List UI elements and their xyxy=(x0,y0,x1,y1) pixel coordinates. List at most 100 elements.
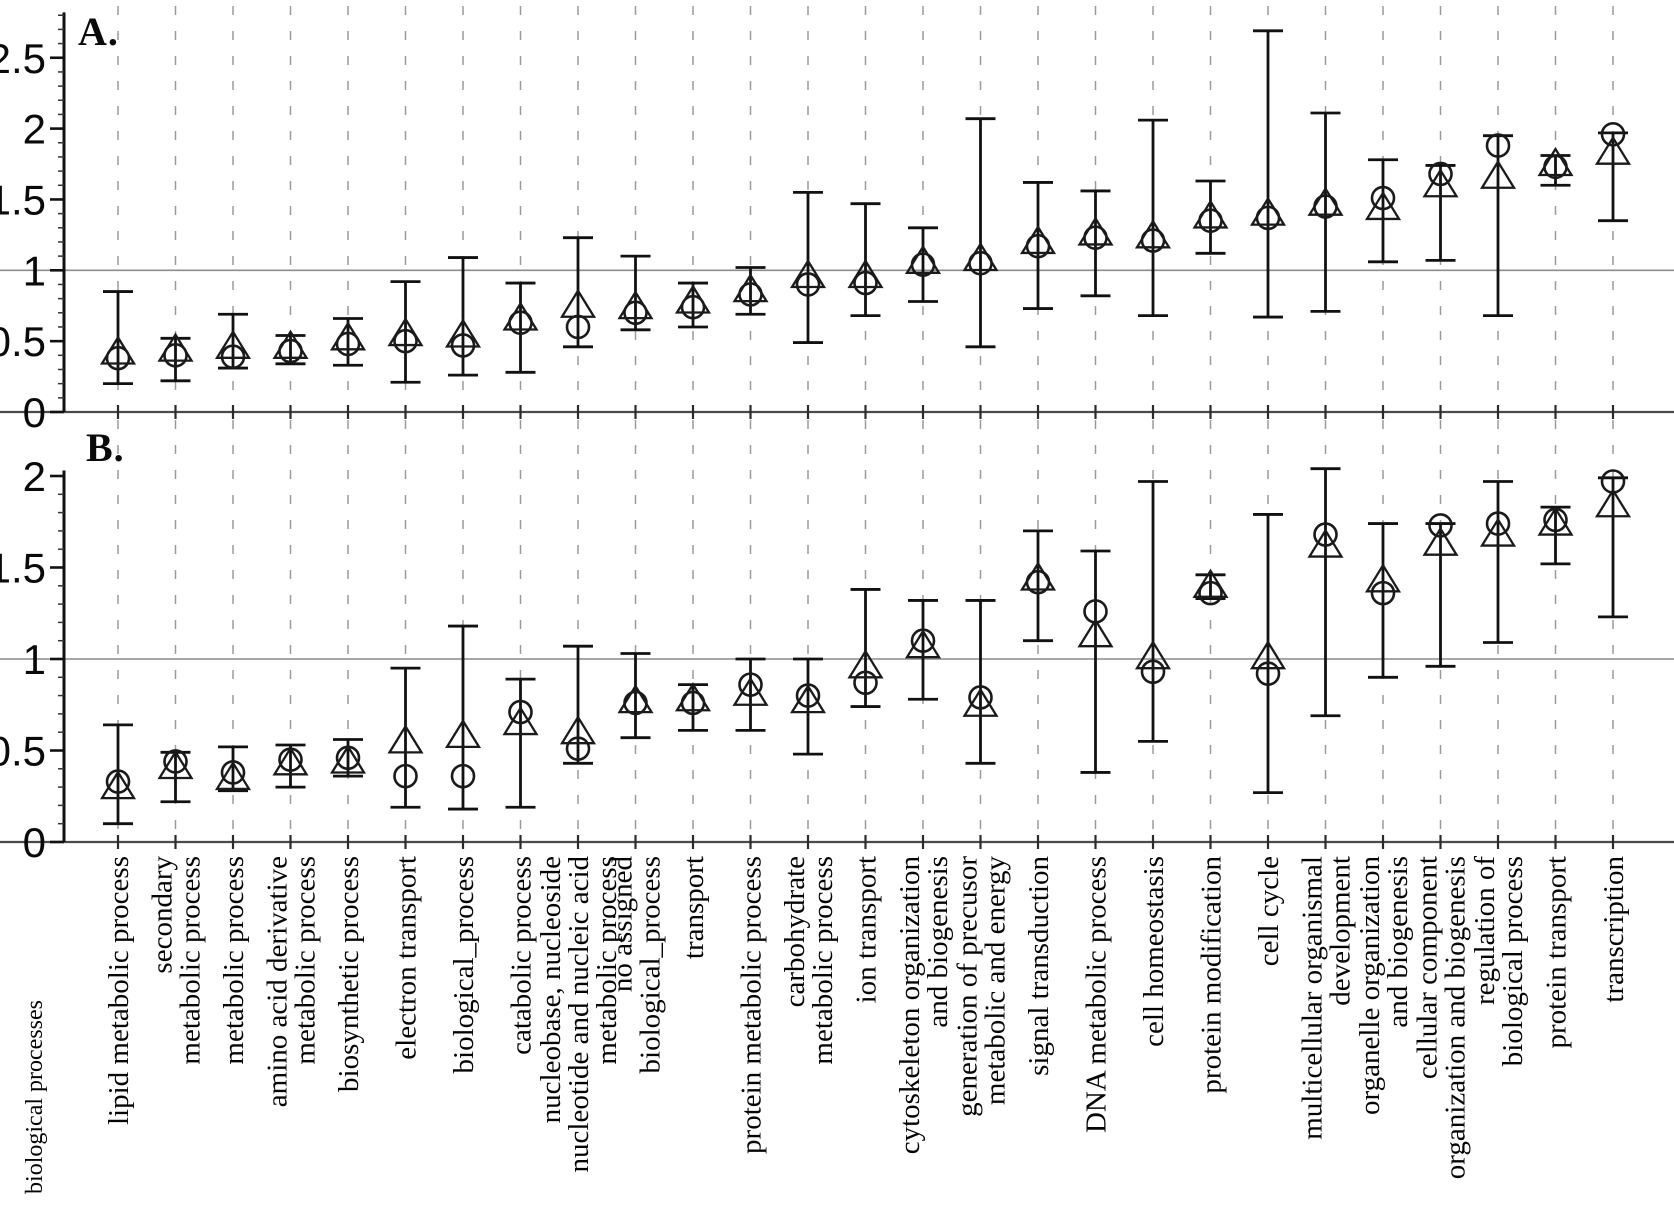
triangle-marker xyxy=(962,687,999,717)
triangle-marker xyxy=(329,744,367,774)
triangle-marker xyxy=(1594,488,1632,518)
circle-marker xyxy=(565,314,591,340)
circle-marker xyxy=(910,628,936,654)
circle-marker xyxy=(738,282,763,307)
circle-marker xyxy=(1313,194,1338,219)
triangle-marker xyxy=(444,318,482,348)
circle-marker xyxy=(393,328,418,354)
y-tick-label: 1.5 xyxy=(0,176,46,223)
triangle-marker xyxy=(1134,639,1172,670)
axis-label-biological-processes: biological processes xyxy=(22,1000,48,1194)
triangle-marker xyxy=(1537,146,1574,177)
circle-marker xyxy=(853,270,878,296)
triangle-marker xyxy=(214,329,252,359)
circle-marker xyxy=(1198,208,1223,234)
category-label: generation of precusor xyxy=(952,856,984,1117)
circle-marker xyxy=(1428,513,1453,538)
circle-marker xyxy=(105,769,131,794)
y-tick-label: 2 xyxy=(23,453,46,500)
circle-marker xyxy=(1543,154,1568,180)
category-label: and biogenesis xyxy=(1382,856,1414,1028)
triangle-marker xyxy=(847,649,884,679)
triangle-marker xyxy=(1479,159,1517,189)
category-label: development xyxy=(1325,856,1357,1006)
panel-a-label: A. xyxy=(78,9,119,54)
triangle-marker xyxy=(1364,563,1402,593)
category-label: biological_process xyxy=(635,856,667,1073)
circle-marker xyxy=(220,760,246,785)
circle-marker xyxy=(910,252,936,277)
category-label: biosynthetic process xyxy=(333,856,365,1092)
triangle-marker xyxy=(1422,526,1459,556)
category-label: cell cycle xyxy=(1253,856,1285,966)
triangle-marker xyxy=(904,244,942,274)
circle-marker xyxy=(1600,469,1626,494)
triangle-marker xyxy=(1594,135,1632,165)
circle-marker xyxy=(623,690,648,716)
category-label: secondary xyxy=(147,856,179,974)
category-label: protein transport xyxy=(1541,856,1573,1048)
circle-marker xyxy=(1428,161,1453,187)
category-label: multicellular organismal xyxy=(1297,856,1329,1140)
circle-marker xyxy=(738,672,763,697)
y-tick-label: 1 xyxy=(23,247,46,294)
circle-marker xyxy=(1543,507,1568,533)
y-tick-label: 0.5 xyxy=(0,728,46,775)
category-label: cellular component xyxy=(1412,856,1444,1079)
circle-marker xyxy=(1370,185,1396,211)
category-label: cytoskeleton organization xyxy=(894,856,926,1155)
circle-marker xyxy=(1485,133,1511,158)
category-label: catabolic process xyxy=(506,856,538,1055)
category-label: nucleobase, nucleoside xyxy=(535,856,567,1123)
triangle-marker xyxy=(559,715,597,745)
circle-marker xyxy=(1313,522,1338,547)
category-label: cell homeostasis xyxy=(1138,856,1170,1047)
circle-marker xyxy=(335,745,361,771)
circle-marker xyxy=(1370,580,1396,606)
triangle-marker xyxy=(444,718,482,749)
category-label: organization and biogenesis xyxy=(1440,856,1472,1179)
triangle-marker xyxy=(1537,506,1574,536)
circle-marker xyxy=(1140,228,1166,253)
circle-marker xyxy=(278,747,303,772)
circle-marker xyxy=(1025,569,1051,595)
y-tick-label: 2.5 xyxy=(0,35,46,82)
triangle-marker xyxy=(789,258,827,289)
category-label: regulation of xyxy=(1469,856,1501,1005)
circle-marker xyxy=(278,338,303,364)
triangle-marker xyxy=(214,760,252,791)
y-tick-label: 2 xyxy=(23,106,46,153)
circle-marker xyxy=(1255,205,1281,231)
category-label: signal transduction xyxy=(1023,856,1055,1076)
circle-marker xyxy=(220,344,246,370)
category-label: lipid metabolic process xyxy=(103,856,135,1125)
circle-marker xyxy=(680,294,706,320)
circle-marker xyxy=(508,310,533,336)
category-label: metabolic process xyxy=(807,856,839,1065)
y-tick-label: 1.5 xyxy=(0,545,46,592)
category-label: metabolic process xyxy=(591,856,623,1065)
triangle-marker xyxy=(789,683,827,714)
circle-marker xyxy=(1083,225,1108,251)
category-label: and biogenesis xyxy=(922,856,954,1028)
circle-marker xyxy=(1025,233,1051,259)
circle-marker xyxy=(1140,659,1166,685)
circle-marker xyxy=(795,272,821,297)
y-tick-label: 1 xyxy=(23,636,46,683)
circle-marker xyxy=(335,331,361,357)
circle-marker xyxy=(1600,121,1626,147)
category-label: transport xyxy=(678,856,710,959)
category-label: metabolic process xyxy=(218,856,250,1065)
triangle-marker xyxy=(272,746,309,776)
category-label: protein metabolic process xyxy=(736,856,768,1154)
circle-marker xyxy=(623,300,648,326)
circle-marker xyxy=(163,749,188,774)
circle-marker xyxy=(1255,661,1281,686)
circle-marker xyxy=(680,690,706,716)
category-label: amino acid derivative xyxy=(262,856,294,1107)
circle-marker xyxy=(565,736,591,761)
circle-marker xyxy=(795,683,821,708)
category-label: biological process xyxy=(1497,856,1529,1066)
triangle-marker xyxy=(1077,618,1114,648)
